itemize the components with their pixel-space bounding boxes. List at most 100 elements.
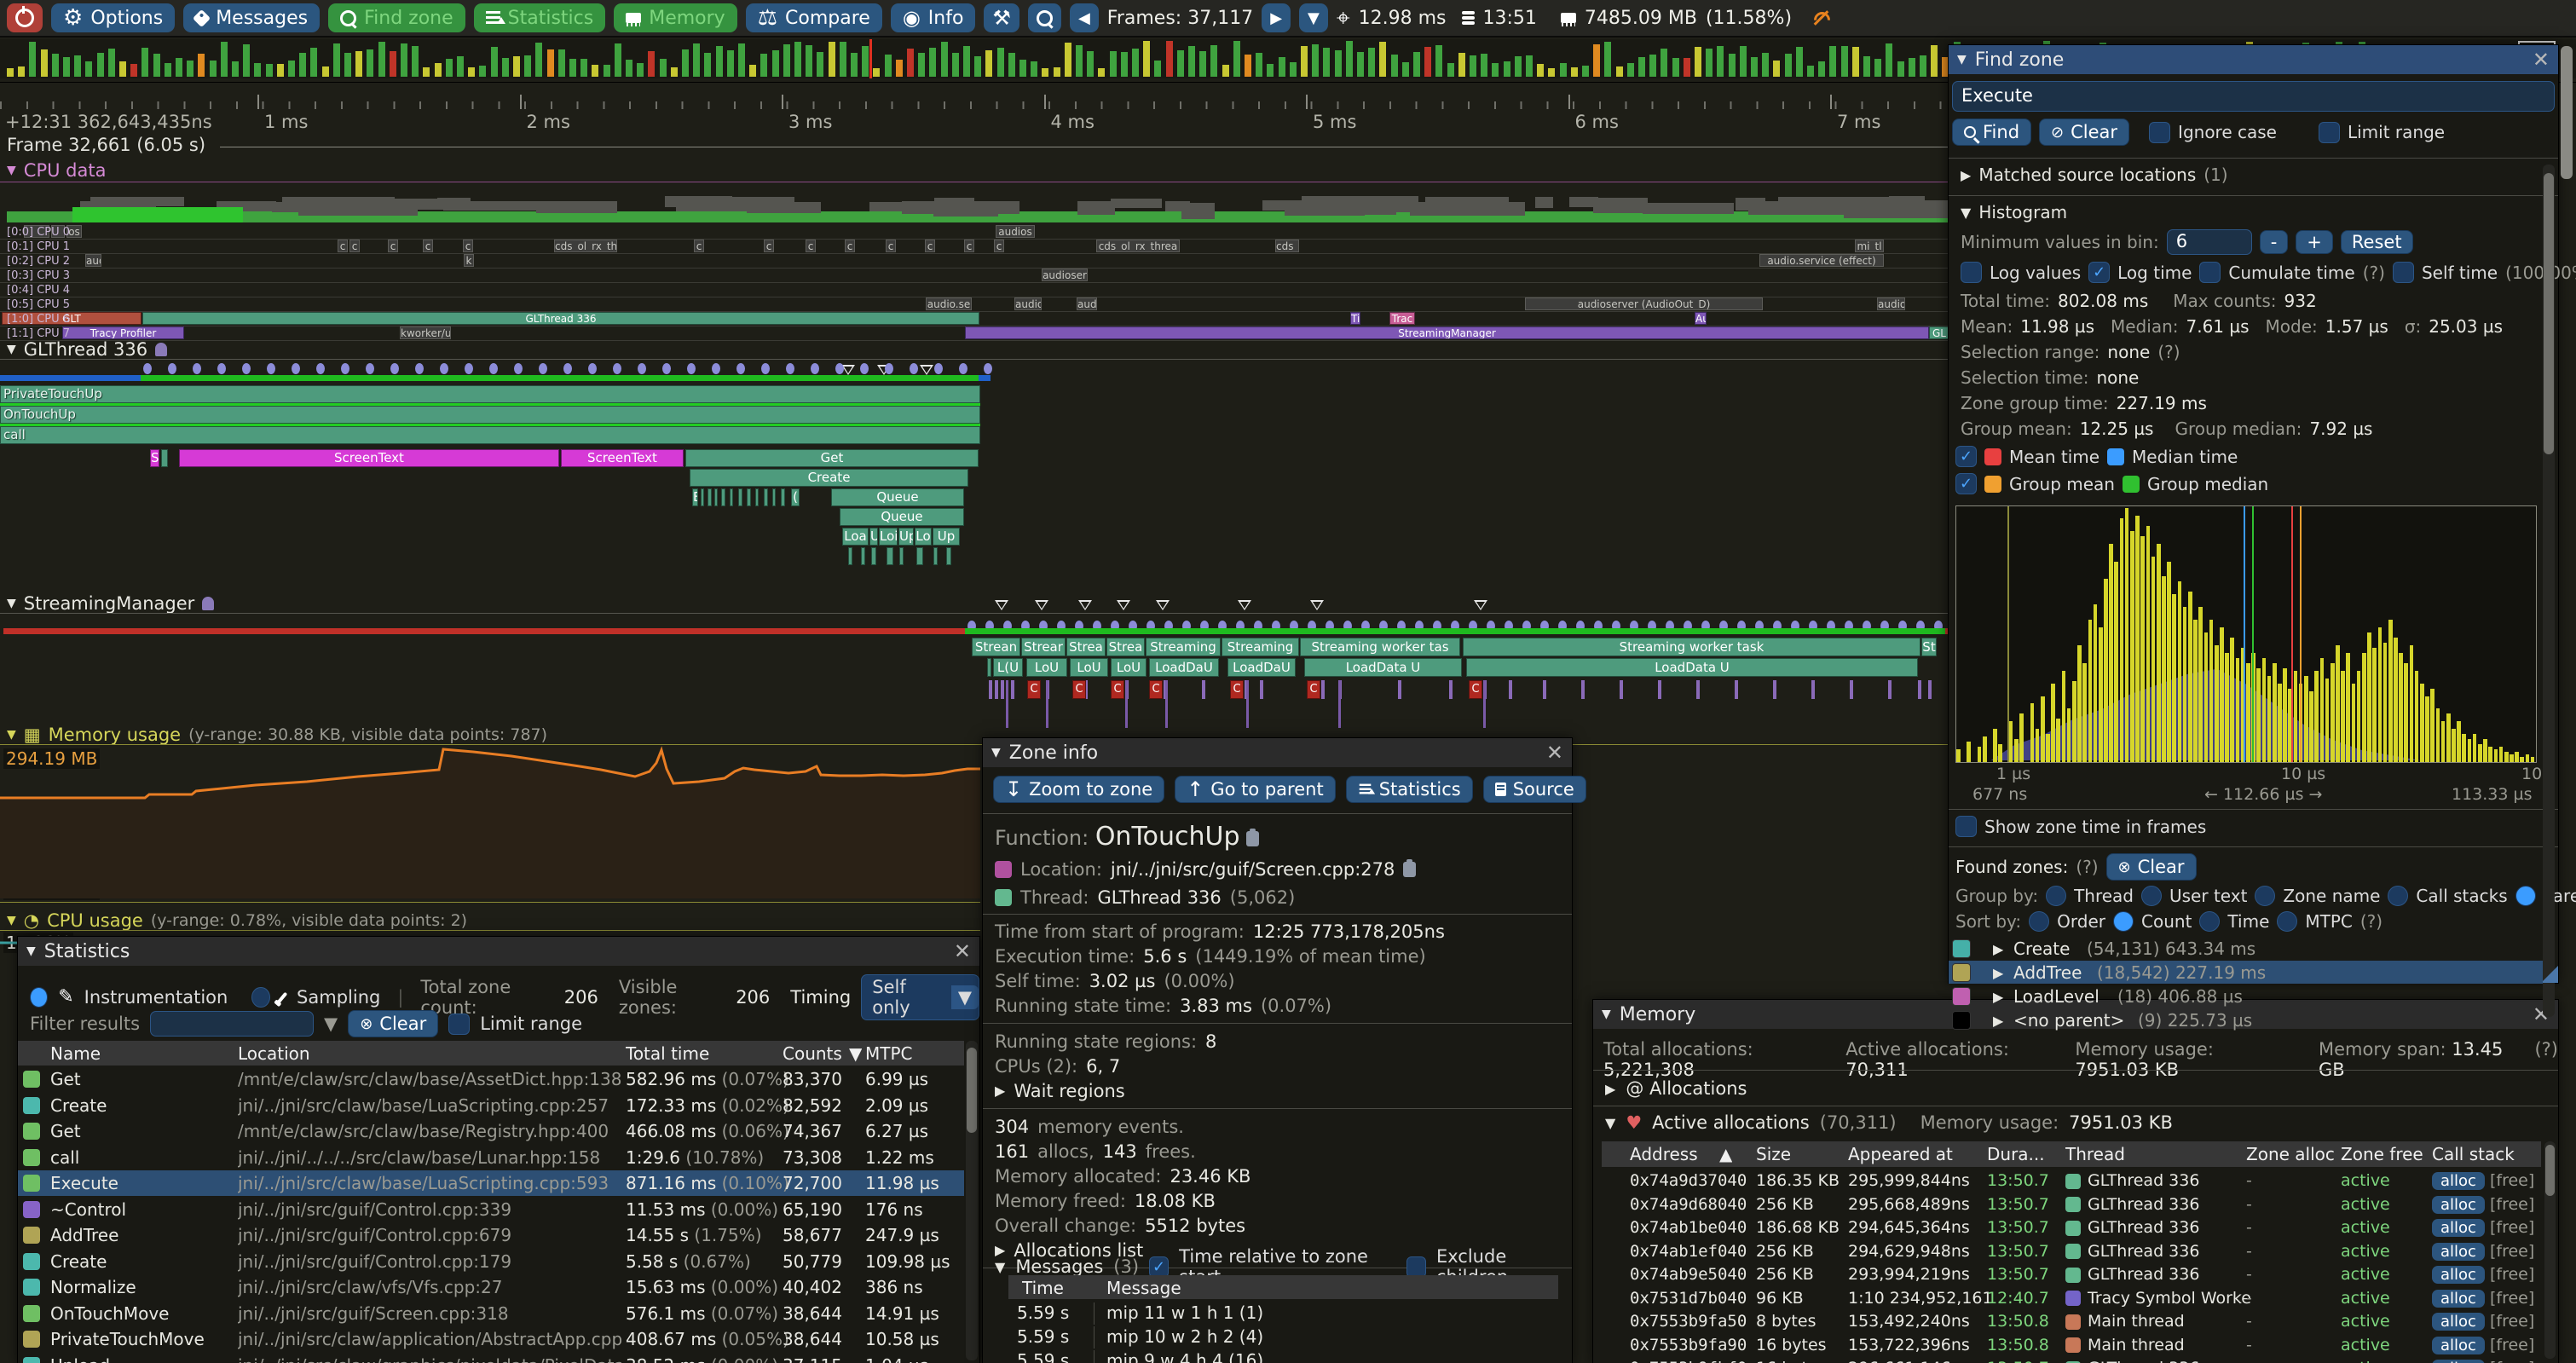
exclude-children-checkbox[interactable]	[1406, 1256, 1426, 1278]
find-zone-histogram[interactable]	[1955, 505, 2537, 763]
clear-filter-button[interactable]: ⊗Clear	[348, 1010, 438, 1037]
timeline-zone[interactable]: Create	[690, 469, 968, 487]
timeline-zone[interactable]	[730, 488, 733, 506]
statistics-table-header[interactable]: NameLocationTotal timeCounts▼MTPC	[18, 1041, 964, 1066]
timeline-zone[interactable]: Queue	[840, 508, 964, 526]
alloc-callstack-button[interactable]: alloc	[2432, 1290, 2485, 1308]
sampling-radio[interactable]	[251, 987, 269, 1008]
ignore-case-checkbox[interactable]	[2149, 122, 2170, 143]
close-icon[interactable]: ✕	[954, 939, 971, 963]
cpu-zone[interactable]: Ti	[1350, 312, 1360, 325]
cpu-zone[interactable]: GL	[1929, 326, 1949, 339]
cpu-zone[interactable]: k	[464, 254, 474, 267]
timeline-zone[interactable]	[946, 547, 951, 565]
timeline-zone[interactable]: Strean	[972, 638, 1020, 656]
alloc-callstack-button[interactable]: alloc	[2432, 1243, 2485, 1261]
alloc-callstack-button[interactable]: alloc	[2432, 1219, 2485, 1237]
timeline-zone[interactable]: ScreenText	[179, 449, 559, 467]
cpu-zone[interactable]: cds_ol_rx_threa	[1096, 240, 1180, 252]
timeline-zone[interactable]	[714, 488, 718, 506]
streaming-header[interactable]: ▼StreamingManager	[7, 593, 214, 614]
timeline-zone[interactable]: (	[791, 488, 800, 506]
toolbar-button-statistics[interactable]: Statistics	[474, 3, 606, 32]
zone-marker-icon[interactable]	[995, 600, 1008, 617]
filter-input[interactable]	[150, 1011, 314, 1037]
alloc-callstack-button[interactable]: alloc	[2432, 1266, 2485, 1284]
column-header-counts[interactable]: Counts	[783, 1043, 842, 1064]
toolbar-button-zoom[interactable]	[1028, 3, 1061, 32]
column-header[interactable]: Call stack	[2432, 1144, 2515, 1164]
column-header[interactable]: Appeared at	[1848, 1144, 1953, 1164]
timeline-zone[interactable]: Get	[685, 449, 979, 467]
contention-zone[interactable]: C	[1149, 680, 1163, 699]
timeline-zone[interactable]: LoU	[1026, 658, 1067, 677]
table-row[interactable]: 0x74ab1be040186.68 KB294,645,364ns13:50.…	[1602, 1216, 2550, 1239]
radio-parent[interactable]	[2515, 886, 2536, 906]
cpu-zone[interactable]: audio.se	[926, 297, 972, 310]
column-header-mtpc[interactable]: MTPC	[865, 1043, 913, 1064]
found-zone-group[interactable]: ▶Create(54,131) 643.34 ms	[1949, 937, 2543, 960]
find-zone-search-input[interactable]: Execute	[1952, 81, 2555, 112]
toolbar-button-power[interactable]	[7, 3, 43, 32]
contention-zone[interactable]: C	[1072, 680, 1086, 699]
find-zone-titlebar[interactable]: ▼Find zone ✕	[1949, 45, 2558, 74]
timeline-zone[interactable]	[871, 547, 876, 565]
matched-locations[interactable]: ▶Matched source locations(1)	[1961, 165, 2228, 185]
cpu-zone[interactable]: audioser	[1042, 269, 1088, 281]
close-icon[interactable]: ✕	[1546, 741, 1563, 765]
frame-dropdown-button[interactable]: ▼	[1299, 3, 1328, 32]
main-scroll-thumb[interactable]	[2561, 46, 2573, 179]
toolbar-button-info[interactable]: Info	[891, 3, 976, 32]
close-icon[interactable]: ✕	[2533, 48, 2550, 72]
found-zone-group[interactable]: ▶AddTree(18,542) 227.19 ms	[1949, 961, 2543, 984]
table-row[interactable]: 0x74ab9e5040256 KB293,994,219ns13:50.7GL…	[1602, 1262, 2550, 1285]
zone-marker-icon[interactable]	[1035, 600, 1048, 617]
radio-count[interactable]	[2113, 911, 2134, 932]
timeline-zone[interactable]	[708, 488, 712, 506]
toolbar-button-messages[interactable]: Messages	[183, 3, 320, 32]
radio-user-text[interactable]	[2141, 886, 2162, 906]
memory-usage-chart[interactable]	[0, 745, 982, 900]
collapse-icon[interactable]: ▼	[995, 1259, 1005, 1275]
cpu-zone[interactable]: audio.service (effect)	[1759, 254, 1884, 267]
table-row[interactable]: Get/mnt/e/claw/src/claw/base/Registry.hp…	[18, 1118, 964, 1144]
table-row[interactable]: 0x7553b9fa9016 bytes153,722,396ns13:50.8…	[1602, 1333, 2550, 1356]
cpu-zone[interactable]: GLThread 336	[142, 312, 979, 325]
main-scroll-track[interactable]	[2559, 39, 2574, 1363]
timeline-zone[interactable]: LoU	[1070, 658, 1108, 677]
timeline-zone[interactable]: Streaming	[1222, 638, 1299, 656]
cpu-zone[interactable]: c	[806, 240, 816, 252]
column-header-total-time[interactable]: Total time	[626, 1043, 709, 1064]
timeline-zone[interactable]: St	[1921, 638, 1937, 656]
find-button[interactable]: Find	[1952, 118, 2031, 146]
timeline-zone[interactable]: Up	[933, 528, 960, 546]
radio-thread[interactable]	[2046, 886, 2066, 906]
show-zone-time-checkbox[interactable]	[1955, 816, 1977, 837]
help-icon[interactable]: (?)	[2360, 911, 2383, 932]
table-row[interactable]: ~Controljni/../jni/src/guif/Control.cpp:…	[18, 1197, 964, 1222]
cpu-zone[interactable]: c	[886, 240, 896, 252]
timeline-zone[interactable]: LoadDaU	[1149, 658, 1219, 677]
timeline-zone[interactable]	[781, 488, 785, 506]
cpu-zone[interactable]: audio.	[1014, 297, 1042, 310]
cpu-zone[interactable]: audios	[996, 225, 1035, 238]
log-values-checkbox[interactable]	[1961, 262, 1982, 283]
time-relative-checkbox[interactable]: ✓	[1149, 1256, 1169, 1278]
cpu-zone[interactable]: c	[925, 240, 935, 252]
table-row[interactable]: Createjni/../jni/src/guif/Control.cpp:17…	[18, 1249, 964, 1274]
cpu-zone[interactable]: Trac	[1389, 312, 1415, 325]
table-row[interactable]: 0x74a9d68040256 KB295,668,489ns13:50.7GL…	[1602, 1193, 2550, 1216]
cpu-usage-header[interactable]: ▼◔ CPU usage (y-range: 0.78%, visible da…	[7, 910, 467, 931]
timeline-zone[interactable]: U	[869, 528, 878, 546]
timeline-zone[interactable]: Lo	[915, 528, 932, 546]
zone-marker-icon[interactable]	[1078, 600, 1092, 617]
zone-info-line[interactable]: ▶Wait regions	[983, 1078, 1572, 1103]
next-frame-button[interactable]: ▶	[1262, 3, 1291, 32]
table-row[interactable]: 0x7553b9fbf016 bytes296,661,146ns13:50.7…	[1602, 1356, 2550, 1363]
radio-order[interactable]	[2029, 911, 2049, 932]
timeline-zone[interactable]	[161, 449, 168, 467]
cpu-zone[interactable]: cds_ol_rx_thr	[554, 240, 617, 252]
memory-scroll-thumb[interactable]	[2545, 1145, 2555, 1196]
expand-icon[interactable]: ▶	[1993, 941, 2003, 957]
zone-marker-icon[interactable]	[1474, 600, 1487, 617]
